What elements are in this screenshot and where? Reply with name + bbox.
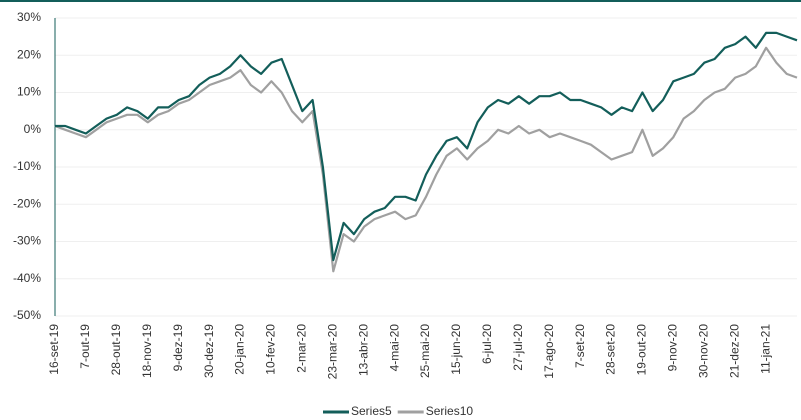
x-tick-label: 9-nov-20	[666, 324, 680, 372]
y-tick-label: -10%	[13, 159, 41, 173]
y-tick-label: -50%	[13, 308, 41, 322]
y-tick-label: 0%	[24, 122, 42, 136]
x-tick-label: 11-jan-21	[758, 324, 772, 374]
x-tick-label: 9-dez-19	[171, 324, 185, 372]
y-tick-label: 10%	[17, 85, 41, 99]
x-tick-label: 7-out-19	[78, 324, 92, 369]
x-tick-label: 20-jan-20	[233, 324, 247, 375]
x-tick-label: 27-jul-20	[511, 324, 525, 371]
x-tick-label: 6-jul-20	[480, 324, 494, 364]
y-tick-label: -30%	[13, 234, 41, 248]
x-tick-label: 15-jun-20	[449, 324, 463, 375]
x-tick-label: 23-mar-20	[325, 324, 339, 380]
x-tick-label: 17-ago-20	[542, 324, 556, 379]
x-tick-label: 30-dez-19	[202, 324, 216, 378]
series-line	[54, 46, 798, 273]
x-tick-label: 18-nov-19	[140, 324, 154, 378]
x-tick-label: 21-dez-20	[727, 324, 741, 378]
y-tick-label: 30%	[17, 10, 41, 24]
x-tick-label: 16-set-19	[47, 324, 61, 375]
legend-label: Series5	[351, 404, 392, 418]
x-tick-label: 19-out-20	[635, 324, 649, 376]
y-tick-label: 20%	[17, 47, 41, 61]
x-tick-label: 10-fev-20	[264, 324, 278, 375]
x-tick-label: 30-nov-20	[696, 324, 710, 378]
series-line	[55, 31, 798, 262]
x-tick-label: 2-mar-20	[295, 324, 309, 373]
y-tick-label: -20%	[13, 196, 41, 210]
legend-label: Series10	[426, 404, 474, 418]
x-tick-label: 28-out-19	[109, 324, 123, 376]
x-tick-label: 4-mai-20	[387, 324, 401, 372]
x-tick-label: 25-mai-20	[418, 324, 432, 378]
x-tick-label: 7-set-20	[573, 324, 587, 368]
y-tick-label: -40%	[13, 271, 41, 285]
x-tick-label: 28-set-20	[604, 324, 618, 375]
x-tick-label: 13-abr-20	[356, 324, 370, 376]
